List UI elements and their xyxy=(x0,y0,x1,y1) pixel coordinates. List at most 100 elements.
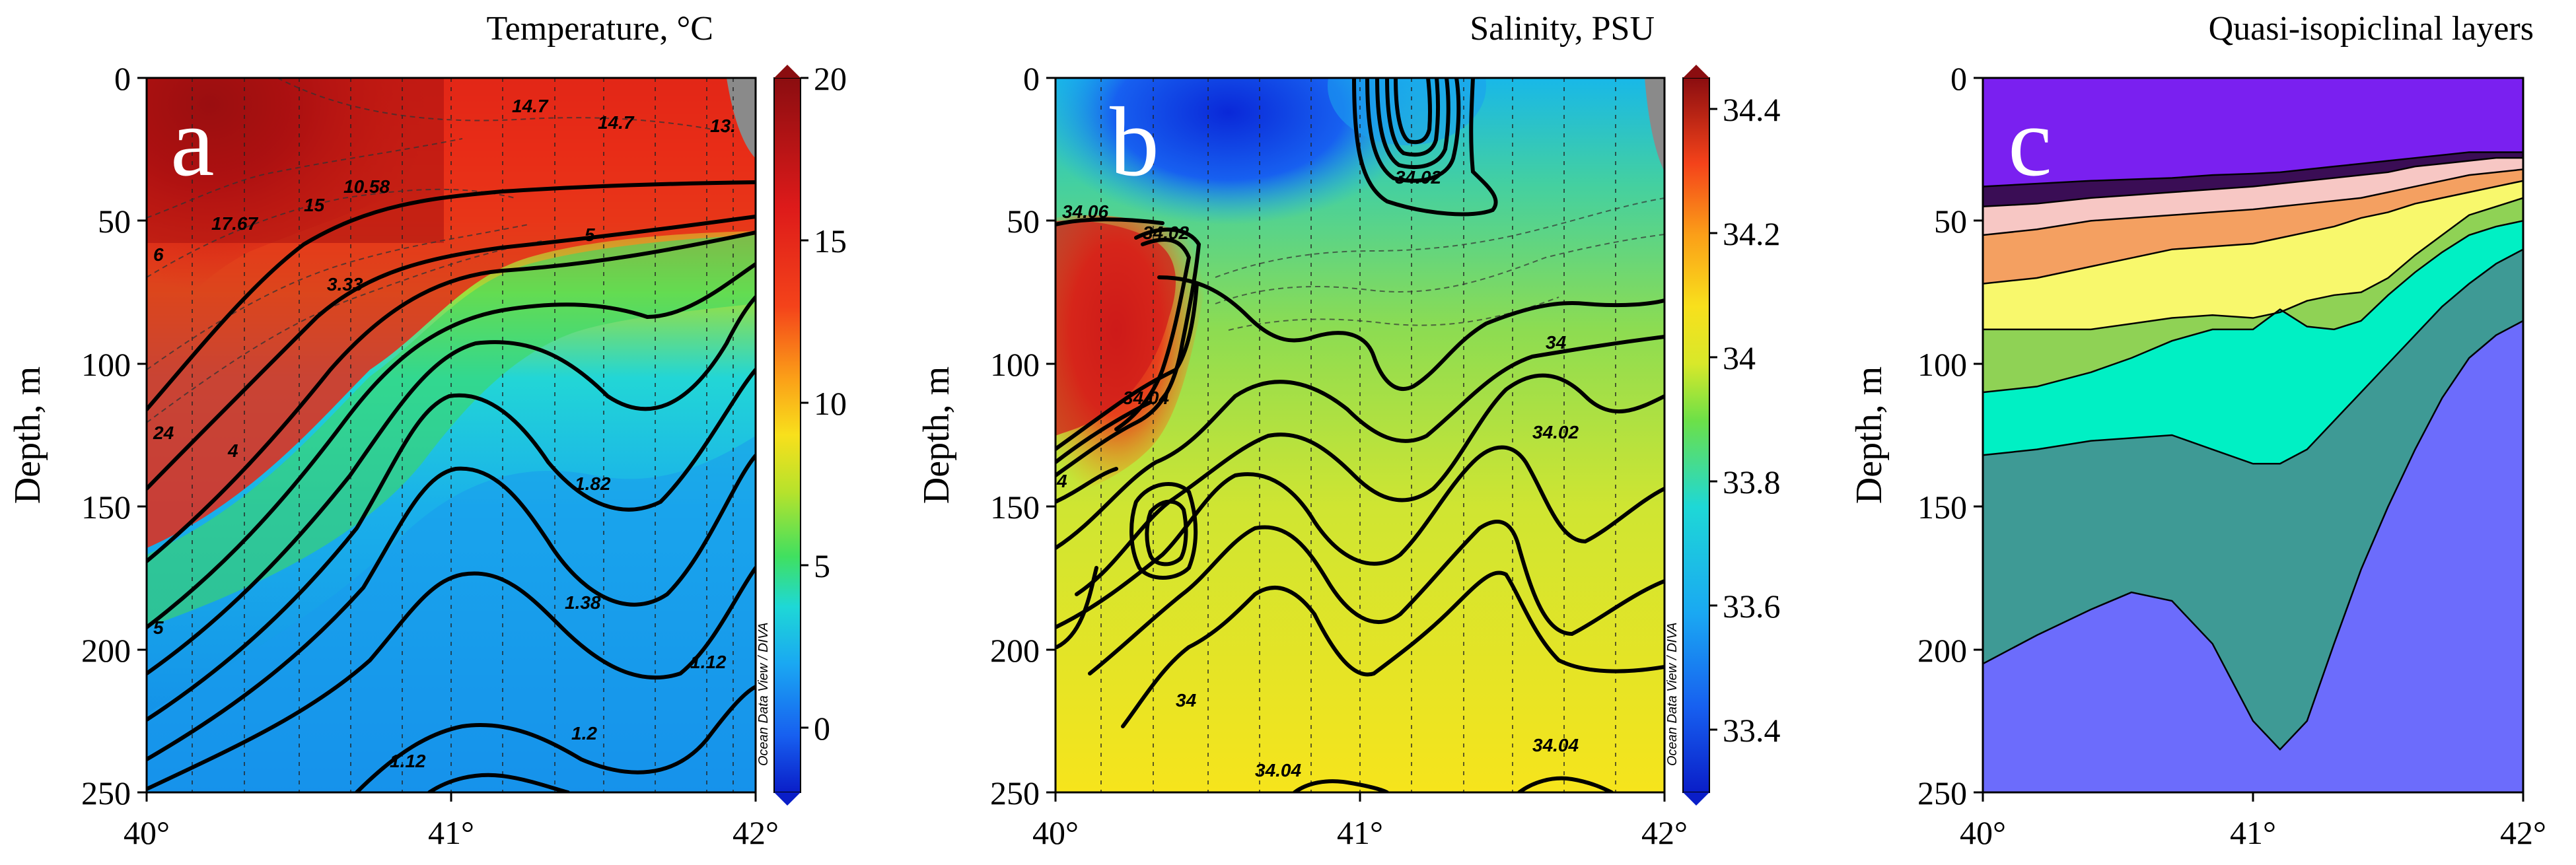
x-tick-label: 40° xyxy=(1032,814,1079,851)
y-tick-label: 150 xyxy=(1917,489,1967,526)
colorbar-tick-label: 10 xyxy=(814,385,847,422)
contour-label: 34.04 xyxy=(1255,760,1301,780)
y-tick-label: 100 xyxy=(1917,346,1967,383)
contour-label: 5 xyxy=(153,617,164,638)
layer-boundaries xyxy=(1983,151,2523,751)
panel-a-y-axis: 0 50 100 150 200 250 Depth, m xyxy=(7,60,147,812)
colorbar-tick-label: 15 xyxy=(814,223,847,260)
panel-b-salinity: Salinity, PSU xyxy=(916,10,1781,851)
odv-credit: Ocean Data View / DIVA xyxy=(756,622,771,766)
x-tick-label: 42° xyxy=(2500,814,2546,851)
panel-a-temperature: Temperature, °C xyxy=(7,10,847,851)
layer-area-3 xyxy=(1983,158,2523,236)
y-tick-label: 0 xyxy=(1950,60,1967,97)
layer-area-5 xyxy=(1983,180,2523,329)
contour-label: 34.02 xyxy=(1143,223,1189,243)
panel-a-colorbar: 20 15 10 5 0 xyxy=(773,60,847,806)
contour-label: 4 xyxy=(227,440,238,461)
colorbar-tick-label: 34.4 xyxy=(1723,91,1781,128)
y-tick-label: 150 xyxy=(81,489,131,526)
contour-label: 6 xyxy=(153,244,164,265)
panel-a-title: Temperature, °C xyxy=(487,10,713,48)
colorbar-tick-label: 5 xyxy=(814,547,830,584)
layer-boundary-2 xyxy=(1983,156,2523,208)
contour-label: 10.58 xyxy=(343,176,390,197)
y-tick-label: 200 xyxy=(81,632,131,669)
panel-a-x-axis: 40° 41° 42° xyxy=(124,792,779,851)
contour-label: 34.04 xyxy=(1123,388,1169,408)
contour-label: 1.12 xyxy=(390,751,426,771)
colorbar-tick-label: 33.6 xyxy=(1723,588,1781,625)
contour-label: 3.33 xyxy=(327,274,363,294)
odv-credit: Ocean Data View / DIVA xyxy=(1665,622,1680,766)
layer-area-9 xyxy=(1983,320,2523,792)
contour-label: 34 xyxy=(1546,332,1567,353)
layer-boundary-4 xyxy=(1983,180,2523,285)
layer-area-8 xyxy=(1983,249,2523,750)
layer-boundary-7 xyxy=(1983,248,2523,465)
contour-label: 1.82 xyxy=(575,473,611,494)
y-tick-label: 50 xyxy=(1007,203,1040,240)
colorbar-tick-label: 33.4 xyxy=(1723,712,1781,749)
layer-boundary-6 xyxy=(1983,220,2523,394)
contour-label: 15 xyxy=(304,195,325,215)
layer-boundary-8 xyxy=(1983,320,2523,751)
x-tick-label: 42° xyxy=(1641,814,1688,851)
layer-area-6 xyxy=(1983,197,2523,393)
panel-b-title: Salinity, PSU xyxy=(1470,10,1655,48)
panel-b-y-axis: 0 50 100 150 200 250 Depth, m xyxy=(916,60,1055,812)
layer-area-4 xyxy=(1983,169,2523,284)
temperature-field: 14.7 14.7 15 10.58 17.67 5 3.33 4 1.82 1… xyxy=(147,78,756,792)
y-axis-label: Depth, m xyxy=(1849,366,1890,504)
y-tick-label: 50 xyxy=(98,203,131,240)
contour-label: 34.02 xyxy=(1532,422,1579,442)
panel-b-colorbar: 34.4 34.2 34 33.8 33.6 33.4 xyxy=(1682,65,1781,806)
panel-label-a: a xyxy=(170,87,215,197)
colorbar-tick-label: 34.2 xyxy=(1723,215,1781,252)
panel-c-x-axis: 40° 41° 42° xyxy=(1960,792,2546,851)
x-tick-label: 41° xyxy=(2230,814,2276,851)
layer-boundary-3 xyxy=(1983,168,2523,236)
contour-label: 34.04 xyxy=(1532,735,1579,755)
y-tick-label: 250 xyxy=(81,775,131,812)
contour-label: 1.38 xyxy=(565,592,601,613)
y-tick-label: 200 xyxy=(990,632,1040,669)
y-tick-label: 50 xyxy=(1934,203,1967,240)
y-tick-label: 150 xyxy=(990,489,1040,526)
layer-boundary-5 xyxy=(1983,197,2523,331)
x-tick-label: 40° xyxy=(1960,814,2006,851)
y-axis-label: Depth, m xyxy=(7,366,48,504)
x-tick-label: 42° xyxy=(733,814,779,851)
panel-b-x-axis: 40° 41° 42° xyxy=(1032,792,1688,851)
contour-label: 34 xyxy=(1176,690,1197,710)
panel-label-b: b xyxy=(1110,87,1159,197)
y-tick-label: 0 xyxy=(1023,60,1040,97)
contour-label: 13. xyxy=(710,116,736,136)
panel-c-y-axis: 0 50 100 150 200 250 Depth, m xyxy=(1849,60,1983,812)
contour-label: 14.7 xyxy=(512,96,549,116)
contour-label: 17.67 xyxy=(211,213,258,234)
colorbar-tick-label: 20 xyxy=(814,60,847,97)
salinity-field: 34.06 34.02 34.02 34.04 34 34.02 34 34.0… xyxy=(1055,78,1664,792)
panel-label-c: c xyxy=(2008,87,2052,197)
panel-c-layers: Quasi-isopiclinal layers c 0 50 100 150 … xyxy=(1849,10,2546,851)
colorbar-tick-label: 33.8 xyxy=(1723,464,1781,501)
contour-label: 1.2 xyxy=(571,723,597,744)
layer-boundary-1 xyxy=(1983,151,2523,188)
y-tick-label: 100 xyxy=(990,346,1040,383)
contour-label: 24 xyxy=(153,423,174,443)
x-tick-label: 41° xyxy=(1337,814,1383,851)
layer-area-2 xyxy=(1983,152,2523,207)
colorbar-tick-label: 34 xyxy=(1723,339,1756,376)
contour-label: 1.12 xyxy=(690,652,727,672)
x-tick-label: 41° xyxy=(428,814,474,851)
y-tick-label: 250 xyxy=(990,775,1040,812)
y-tick-label: 250 xyxy=(1917,775,1967,812)
contour-label: 34.02 xyxy=(1395,167,1441,188)
contour-label: 4 xyxy=(1056,471,1067,491)
y-tick-label: 100 xyxy=(81,346,131,383)
layer-area-7 xyxy=(1983,221,2523,464)
y-tick-label: 200 xyxy=(1917,632,1967,669)
y-tick-label: 0 xyxy=(114,60,131,97)
